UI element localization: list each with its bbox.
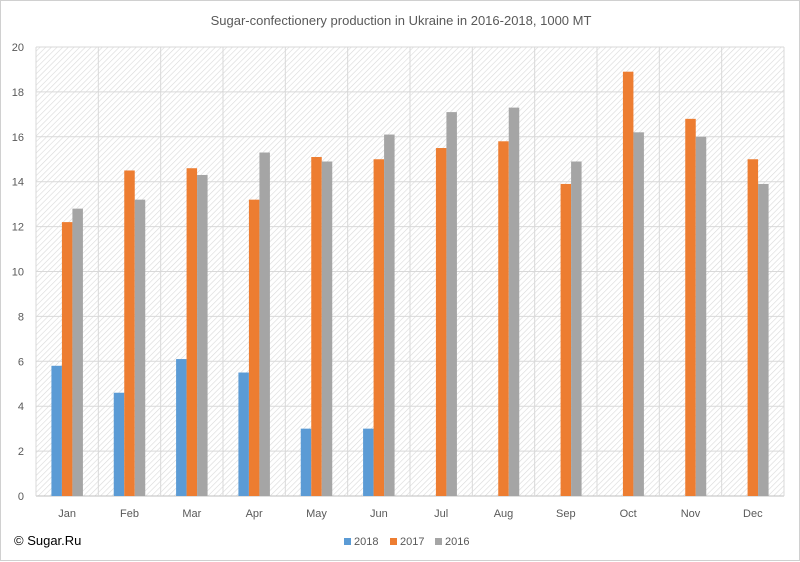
- bar-2016-May: [321, 161, 333, 496]
- y-tick-label: 2: [18, 446, 24, 458]
- bar-2017-Jul: [435, 148, 447, 496]
- bar-2016-Jan: [72, 208, 83, 496]
- bar-2018-Jan: [51, 365, 62, 496]
- bar-2016-Mar: [197, 174, 208, 496]
- y-tick-label: 16: [12, 132, 24, 144]
- bar-2016-Dec: [758, 183, 769, 496]
- bar-2016-Jun: [384, 134, 395, 496]
- credit-text: © Sugar.Ru: [14, 533, 81, 548]
- y-tick-label: 10: [12, 267, 24, 279]
- bar-2017-May: [311, 157, 322, 496]
- y-tick-label: 6: [18, 356, 24, 368]
- bar-2017-Apr: [248, 199, 260, 496]
- x-tick-label: Mar: [182, 508, 201, 520]
- x-tick-label: Jun: [370, 508, 388, 520]
- y-tick-label: 20: [12, 42, 24, 54]
- legend-label-2016: 2016: [445, 536, 469, 548]
- x-axis-ticks: Jan Feb Mar Apr May Jun Jul Aug Sep Oct Nov Dec: [58, 508, 763, 520]
- legend: 2018 2017 2016: [344, 536, 469, 548]
- bar-2016-Apr: [259, 152, 270, 496]
- bar-2017-Mar: [186, 168, 198, 497]
- x-tick-label: Jul: [434, 508, 448, 520]
- bar-2018-Apr: [238, 372, 249, 496]
- bar-2016-Oct: [633, 132, 644, 496]
- x-tick-label: Aug: [494, 508, 514, 520]
- y-tick-label: 14: [12, 177, 24, 189]
- x-tick-label: Apr: [246, 508, 263, 520]
- x-tick-label: Feb: [120, 508, 139, 520]
- legend-swatch-2017: [390, 538, 397, 545]
- y-tick-label: 0: [18, 491, 24, 503]
- legend-swatch-2018: [344, 538, 351, 545]
- x-tick-label: May: [306, 508, 327, 520]
- legend-swatch-2016: [435, 538, 442, 545]
- bar-2018-Feb: [113, 392, 125, 496]
- x-tick-label: Nov: [681, 508, 701, 520]
- gridlines: [35, 46, 785, 497]
- y-tick-label: 8: [18, 311, 24, 323]
- bar-2017-Nov: [685, 118, 696, 496]
- bar-2017-Aug: [498, 141, 509, 497]
- bar-2017-Jun: [373, 159, 385, 496]
- chart-title: Sugar-confectionery production in Ukrain…: [211, 13, 592, 28]
- bars: [51, 71, 769, 497]
- bar-2016-Nov: [695, 136, 707, 497]
- bar-2016-Jul: [446, 112, 457, 496]
- bar-2018-Mar: [176, 359, 187, 496]
- y-tick-label: 18: [12, 87, 24, 99]
- bar-2018-May: [300, 428, 312, 496]
- y-axis-ticks: 0 2 4 6 8 10 12 14 16 18 20: [12, 42, 24, 503]
- y-tick-label: 12: [12, 222, 24, 234]
- bar-2016-Aug: [508, 107, 520, 497]
- legend-label-2018: 2018: [354, 536, 378, 548]
- bar-2017-Jan: [61, 222, 73, 497]
- y-tick-label: 4: [18, 401, 24, 413]
- legend-label-2017: 2017: [400, 536, 424, 548]
- x-tick-label: Oct: [620, 508, 637, 520]
- x-tick-label: Dec: [743, 508, 763, 520]
- bar-2017-Dec: [747, 159, 759, 496]
- bar-2018-Jun: [363, 428, 374, 496]
- bar-2017-Feb: [124, 170, 135, 496]
- bar-2017-Oct: [622, 71, 634, 496]
- bar-2017-Sep: [560, 183, 572, 496]
- bar-2016-Sep: [571, 161, 582, 496]
- bar-2016-Feb: [134, 199, 146, 496]
- x-tick-label: Jan: [58, 508, 76, 520]
- x-tick-label: Sep: [556, 508, 576, 520]
